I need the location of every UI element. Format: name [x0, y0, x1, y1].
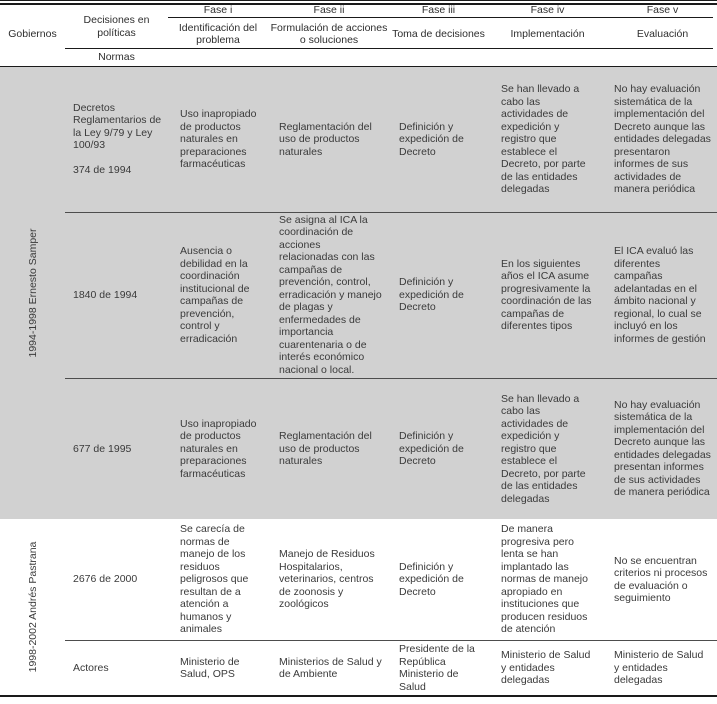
cell-fase-v: Ministerio de Salud y entidades delegada… [614, 649, 704, 687]
cell-fase-v: No hay evaluación sistemática de la impl… [614, 398, 711, 499]
table-row: 1840 de 1994 Ausencia o debilidad en la … [65, 211, 717, 378]
header-fase-iii-sub: Toma de decisiones [392, 27, 485, 40]
government-column: 1994-1998 Ernesto Samper [0, 67, 65, 519]
cell-fase-iii: Definición y expedición de Decreto [399, 120, 464, 158]
government-label: 1998-2002 Andrés Pastrana [26, 541, 39, 673]
fase-underline [168, 17, 713, 18]
fase-sublabel-row: Identificación del problema Formulación … [168, 20, 717, 48]
normas-overline [65, 48, 713, 49]
cell-fase-ii: Se asigna al ICA la coordinación de acci… [279, 213, 382, 376]
header-fase-i-sub: Identificación del problema [178, 21, 258, 47]
cell-fase-v: No hay evaluación sistemática de la impl… [614, 83, 711, 195]
top-rule-thick [0, 3, 717, 5]
cell-norma: 1840 de 1994 [73, 288, 138, 301]
government-group-samper: 1994-1998 Ernesto Samper Decretos Reglam… [0, 67, 717, 519]
cell-fase-ii: Manejo de Residuos Hospitalarios, veteri… [279, 548, 375, 611]
cell-fase-iii: Presidente de la República Ministerio de… [399, 643, 475, 693]
cell-fase-v: No se encuentran criterios ni procesos d… [614, 554, 708, 605]
header-gobiernos: Gobiernos [8, 28, 57, 40]
cell-fase-ii: Reglamentación del uso de productos natu… [279, 430, 372, 467]
cell-fase-ii: Reglamentación del uso de productos natu… [279, 120, 372, 158]
header-fase-v-sub: Evaluación [636, 27, 689, 40]
cell-fase-iv: En los siguientes años el ICA asume prog… [501, 257, 592, 333]
cell-fase-i: Se carecía de normas de manejo de los re… [180, 523, 249, 636]
cell-fase-iii: Definición y expedición de Decreto [399, 560, 464, 598]
cell-fase-i: Uso inapropiado de productos naturales e… [180, 108, 257, 170]
cell-fase-iv: Se han llevado a cabo las actividades de… [501, 83, 586, 195]
cell-norma: Actores [73, 661, 109, 674]
table-header: Gobiernos Decisiones en políticas Fase i… [0, 0, 717, 66]
table-row: 2676 de 2000 Se carecía de normas de man… [65, 519, 717, 640]
header-body-divider [0, 66, 717, 67]
cell-fase-iii: Definición y expedición de Decreto [399, 276, 464, 314]
cell-fase-iv: De manera progresiva pero lenta se han i… [501, 523, 588, 636]
cell-norma: 677 de 1995 [73, 442, 132, 455]
header-normas: Normas [98, 51, 135, 63]
government-column: 1998-2002 Andrés Pastrana [0, 519, 65, 695]
header-fase-i: Fase i [203, 4, 233, 16]
cell-fase-i: Uso inapropiado de productos naturales e… [180, 417, 257, 480]
header-fase-iv: Fase iv [530, 4, 565, 16]
top-rule-thin [0, 0, 717, 1]
header-fase-iii: Fase iii [421, 4, 456, 16]
header-fase-ii: Fase ii [313, 4, 345, 16]
cell-fase-i: Ministerio de Salud, OPS [180, 655, 240, 681]
cell-fase-iii: Definición y expedición de Decreto [399, 430, 464, 467]
header-fase-ii-sub: Formulación de acciones o soluciones [270, 21, 388, 47]
cell-fase-i: Ausencia o debilidad en la coordinación … [180, 245, 250, 345]
fase-label-row: Fase i Fase ii Fase iii Fase iv Fase v [168, 4, 717, 17]
cell-fase-iv: Ministerio de Salud y entidades delegada… [501, 649, 591, 687]
header-fase-iv-sub: Implementación [510, 27, 585, 40]
cell-norma: 2676 de 2000 [73, 573, 138, 586]
header-decisiones-politicas: Decisiones en políticas [83, 14, 150, 39]
header-fase-v: Fase v [646, 4, 679, 16]
government-label: 1994-1998 Ernesto Samper [26, 228, 39, 358]
table-row-actores: Actores Ministerio de Salud, OPS Ministe… [65, 640, 717, 695]
group-rows: 2676 de 2000 Se carecía de normas de man… [65, 519, 717, 695]
cell-fase-v: El ICA evaluó las diferentes campañas ad… [614, 245, 706, 345]
group-rows: Decretos Reglamentarios de la Ley 9/79 y… [65, 67, 717, 519]
table-bottom-rule [0, 695, 717, 697]
cell-fase-iv: Se han llevado a cabo las actividades de… [501, 392, 586, 505]
cell-norma: Decretos Reglamentarios de la Ley 9/79 y… [73, 101, 162, 177]
government-group-pastrana: 1998-2002 Andrés Pastrana 2676 de 2000 S… [0, 519, 717, 695]
table-row: Decretos Reglamentarios de la Ley 9/79 y… [65, 67, 717, 212]
cell-fase-ii: Ministerios de Salud y de Ambiente [279, 655, 382, 681]
table-row: 677 de 1995 Uso inapropiado de productos… [65, 377, 717, 520]
